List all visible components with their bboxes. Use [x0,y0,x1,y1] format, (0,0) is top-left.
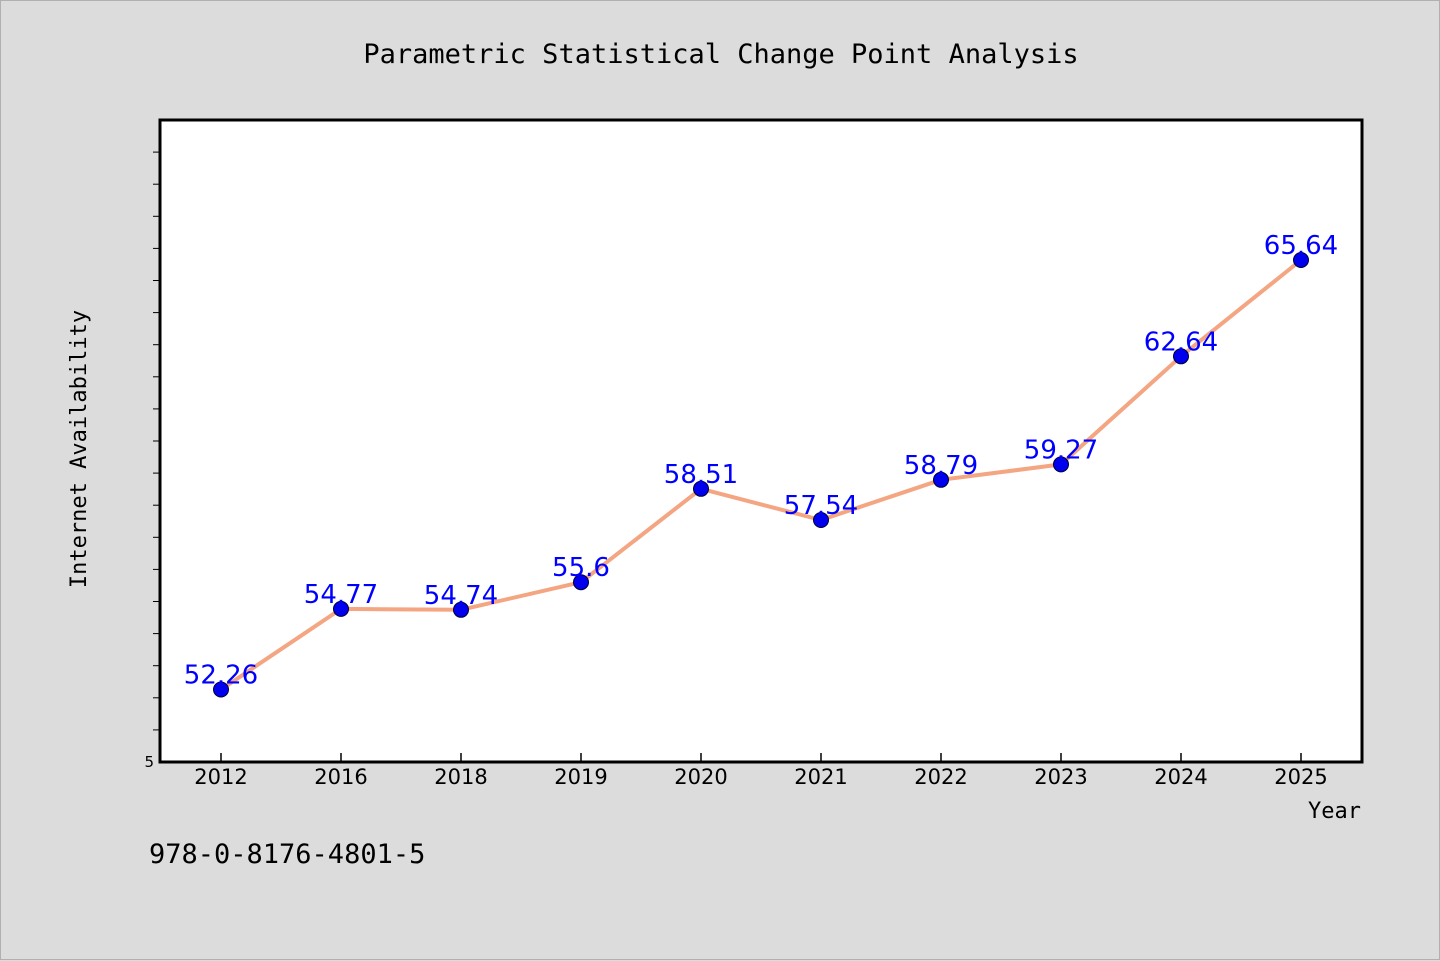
data-label: 58.79 [904,451,978,481]
data-label: 59.27 [1024,435,1098,465]
data-point [693,480,709,497]
data-point [1293,252,1309,268]
data-label: 65.64 [1264,231,1338,261]
x-axis-ticks: 2012 2016 2018 2019 2020 2021 2022 2023 2024 2025 [194,753,1328,789]
x-tick-label: 2022 [914,765,967,789]
data-label: 54.74 [424,581,498,611]
x-tick-label: 2025 [1274,765,1327,789]
data-point [813,512,829,528]
data-label: 58.51 [664,460,738,490]
series-line-group [219,258,1303,692]
data-label: 62.64 [1144,327,1218,357]
x-tick-label: 2024 [1154,765,1207,789]
x-tick-label: 2012 [194,765,247,789]
x-axis-label: Year [1308,799,1361,824]
data-label: 52.26 [184,661,258,691]
plot-area [158,118,1364,764]
x-tick-label: 2020 [674,765,727,789]
data-point [573,574,589,591]
x-tick-label: 2018 [434,765,487,789]
y-axis-ticks: 5 [144,151,160,771]
data-label: 54.77 [304,580,378,610]
data-markers [213,252,1309,698]
chart-title: Parametric Statistical Change Point Anal… [363,39,1078,70]
data-point [933,471,949,488]
data-point [333,600,349,617]
data-point [1173,348,1189,365]
data-point [213,681,229,698]
data-point [1053,456,1069,473]
data-label: 57.54 [784,491,858,521]
y-tick-label: 5 [144,753,154,771]
x-tick-label: 2023 [1034,765,1087,789]
data-labels: 52.26 54.77 54.74 55.6 58.51 57.54 58.79 59.27 6… [184,231,1338,691]
series-line [219,258,1303,692]
y-axis-label: Internet Availability [67,310,92,588]
x-tick-label: 2021 [794,765,847,789]
x-tick-label: 2016 [314,765,367,789]
x-tick-label: 2019 [554,765,607,789]
data-label: 55.6 [552,553,610,583]
footnote-isbn: 978-0-8176-4801-5 [149,839,425,870]
data-point [453,601,469,618]
